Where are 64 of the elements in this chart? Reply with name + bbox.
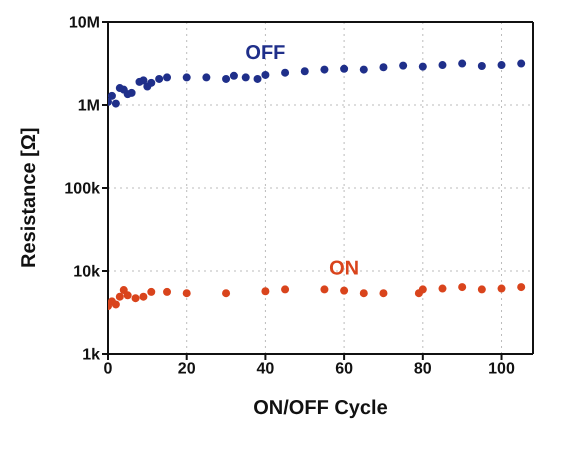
point	[222, 289, 230, 298]
point	[261, 70, 270, 79]
point	[320, 66, 328, 74]
point	[418, 62, 427, 71]
series-label: OFF	[245, 42, 286, 64]
y-tick-label: 10k	[73, 264, 100, 281]
x-tick-label: 60	[335, 360, 354, 378]
point	[458, 60, 466, 68]
point	[379, 289, 388, 298]
y-tick-label: 100k	[64, 180, 100, 198]
point	[254, 74, 262, 83]
x-tick-label: 80	[414, 360, 432, 378]
point	[147, 288, 156, 296]
point	[230, 72, 238, 80]
point	[155, 74, 164, 83]
point	[132, 294, 140, 302]
point	[498, 284, 506, 293]
point	[418, 285, 427, 294]
point	[438, 61, 446, 70]
point	[498, 61, 506, 70]
point	[517, 283, 526, 292]
point	[458, 283, 466, 292]
point	[438, 284, 446, 293]
point	[478, 285, 486, 294]
x-tick-label: 100	[488, 360, 515, 378]
point	[360, 66, 368, 74]
point	[340, 64, 348, 73]
point	[222, 74, 230, 83]
point	[116, 292, 124, 301]
point	[281, 68, 290, 77]
y-tick-label: 10M	[68, 14, 100, 32]
point	[120, 286, 128, 294]
point	[147, 78, 156, 87]
x-tick-label: 20	[178, 360, 196, 378]
point	[360, 289, 368, 298]
point	[379, 63, 388, 72]
point	[300, 67, 309, 76]
point	[139, 76, 148, 84]
point	[163, 73, 172, 82]
series-label: ON	[329, 258, 360, 280]
y-axis-title: Resistance [Ω]	[18, 127, 40, 268]
point	[399, 62, 408, 70]
point	[340, 286, 348, 295]
point	[139, 292, 148, 301]
x-axis-title: ON/OFF Cycle	[253, 397, 388, 419]
y-tick-label: 1M	[78, 98, 100, 115]
point	[128, 88, 136, 97]
y-tick-label: 1k	[82, 346, 100, 364]
point	[182, 289, 191, 298]
point	[517, 60, 526, 68]
point	[320, 285, 328, 294]
point	[112, 300, 120, 308]
point	[478, 62, 486, 70]
point	[108, 92, 116, 100]
point	[124, 291, 132, 300]
x-tick-label: 40	[256, 360, 274, 378]
point	[202, 73, 210, 82]
x-tick-label: 0	[104, 360, 113, 378]
point	[112, 100, 120, 108]
point	[242, 73, 250, 82]
point	[261, 287, 270, 296]
point	[281, 285, 290, 294]
point	[182, 73, 191, 82]
point	[163, 288, 172, 296]
